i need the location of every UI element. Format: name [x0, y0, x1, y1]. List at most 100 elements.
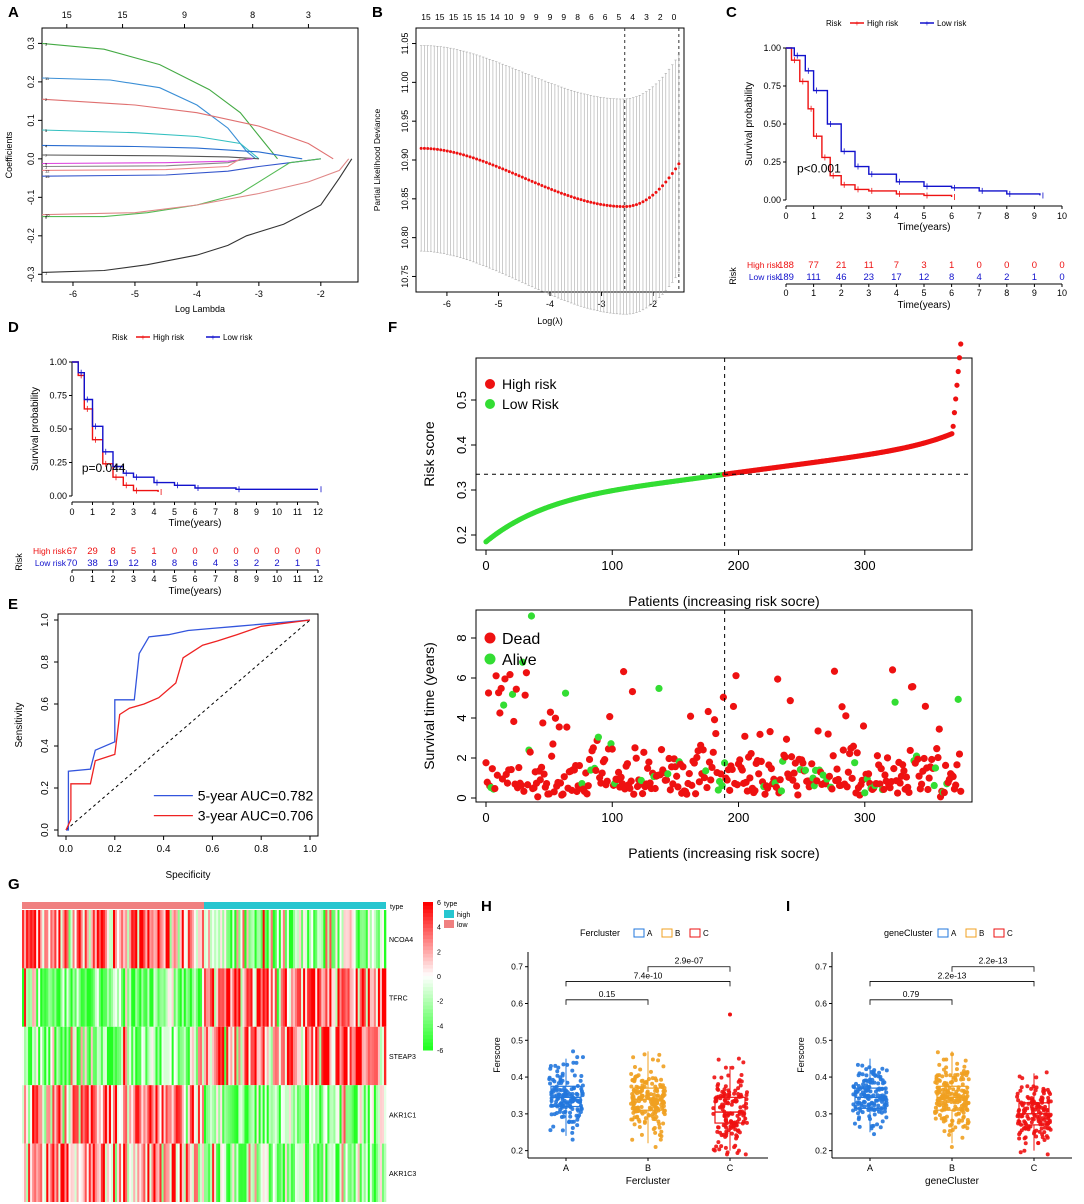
heatmap-cell [143, 910, 146, 969]
heatmap-cell [141, 1085, 144, 1144]
heatmap-cell [42, 1143, 45, 1202]
x-tick-label: B [949, 1163, 955, 1173]
heatmap-cell [305, 1143, 308, 1202]
heatmap-cell [137, 1143, 140, 1202]
survival-point [834, 775, 842, 784]
heatmap-cell [22, 910, 25, 969]
risk-count: 0 [1059, 260, 1064, 271]
heatmap-cell [246, 1026, 249, 1086]
heatmap-cell [331, 1085, 334, 1144]
cv-point [494, 164, 498, 168]
data-point [722, 1098, 727, 1103]
survival-point [657, 746, 666, 754]
heatmap-cell [145, 1026, 148, 1086]
survival-point [842, 712, 850, 720]
data-point [571, 1060, 576, 1065]
heatmap-cell [179, 968, 183, 1027]
heatmap-cell [173, 1026, 176, 1086]
heatmap-cell [157, 968, 160, 1027]
legend-cross: + [141, 333, 146, 342]
heatmap-cell [147, 1085, 150, 1144]
heatmap-cell [22, 1026, 25, 1086]
data-point [723, 1065, 728, 1070]
heatmap-cell [345, 1085, 348, 1144]
path-label: 8 [45, 215, 48, 220]
data-point [884, 1115, 889, 1120]
heatmap-cell [238, 1085, 241, 1144]
data-point [937, 1062, 942, 1067]
survival-point [746, 774, 754, 782]
data-point [736, 1086, 741, 1091]
risk-count: 29 [87, 546, 98, 557]
cv-point [458, 152, 462, 156]
survival-point [617, 773, 625, 781]
heatmap-cell [210, 968, 213, 1027]
heatmap-cell [224, 1085, 227, 1144]
heatmap-cell [313, 1026, 316, 1086]
heatmap-cell [359, 1026, 363, 1086]
heatmap-cell [113, 968, 116, 1027]
heatmap-cell [68, 968, 71, 1027]
x-tick-label: 6 [949, 211, 954, 221]
data-point [1015, 1094, 1020, 1099]
cv-point [667, 176, 671, 180]
data-point [1029, 1086, 1034, 1091]
coefficient-path [41, 42, 278, 160]
data-point [734, 1133, 739, 1138]
cv-point [462, 153, 466, 157]
heatmap-cell [52, 1026, 55, 1086]
heatmap-cell [179, 1143, 183, 1202]
data-point [635, 1114, 640, 1119]
risk-count: 1 [1032, 272, 1037, 283]
data-point [732, 1091, 737, 1096]
legend-label: High risk [502, 376, 557, 392]
survival-point [512, 685, 520, 693]
heatmap-cell [319, 968, 322, 1027]
heatmap-cell [113, 910, 116, 969]
heatmap-cell [185, 910, 189, 969]
data-point [723, 1123, 728, 1128]
survival-point [813, 777, 821, 785]
top-tick-label: 3 [644, 12, 649, 22]
heatmap-cell [359, 1085, 363, 1144]
data-point [869, 1100, 874, 1105]
table-tick-label: 8 [233, 574, 238, 584]
heatmap-cell [250, 910, 253, 969]
heatmap-cell [189, 1085, 193, 1144]
survival-point [506, 671, 514, 679]
path-label: 3 [45, 41, 48, 46]
data-point [574, 1113, 579, 1118]
heatmap-cell [367, 910, 371, 969]
data-point [570, 1092, 575, 1097]
cv-point [452, 150, 456, 154]
scale-step [423, 916, 433, 921]
data-point [1036, 1106, 1041, 1111]
survival-point [881, 771, 889, 779]
data-point [549, 1112, 554, 1117]
heatmap-cell [307, 1026, 310, 1086]
risk-count: 2 [1004, 272, 1009, 283]
heatmap-cell [165, 968, 168, 1027]
survival-point [703, 783, 711, 792]
survival-point [940, 788, 948, 797]
comparison-bracket [565, 999, 649, 1005]
data-point [857, 1100, 862, 1105]
y-tick-label: 0.4 [511, 1072, 523, 1082]
path-label: 4 [45, 143, 48, 148]
survival-point [496, 709, 504, 717]
heatmap-cell [270, 910, 274, 969]
annotation-low [22, 902, 204, 909]
data-point [632, 1076, 637, 1081]
heatmap-cell [58, 1085, 61, 1144]
heatmap-cell [369, 1143, 373, 1202]
heatmap-cell [48, 1085, 51, 1144]
survival-point [861, 789, 869, 797]
survival-point [935, 725, 943, 733]
heatmap-cell [365, 968, 369, 1027]
survival-point [766, 728, 774, 736]
comparison-bracket [951, 966, 1035, 972]
heatmap-cell [206, 910, 209, 969]
risk-point [956, 355, 963, 361]
heatmap-cell [62, 968, 65, 1027]
scale-step [423, 1038, 433, 1044]
